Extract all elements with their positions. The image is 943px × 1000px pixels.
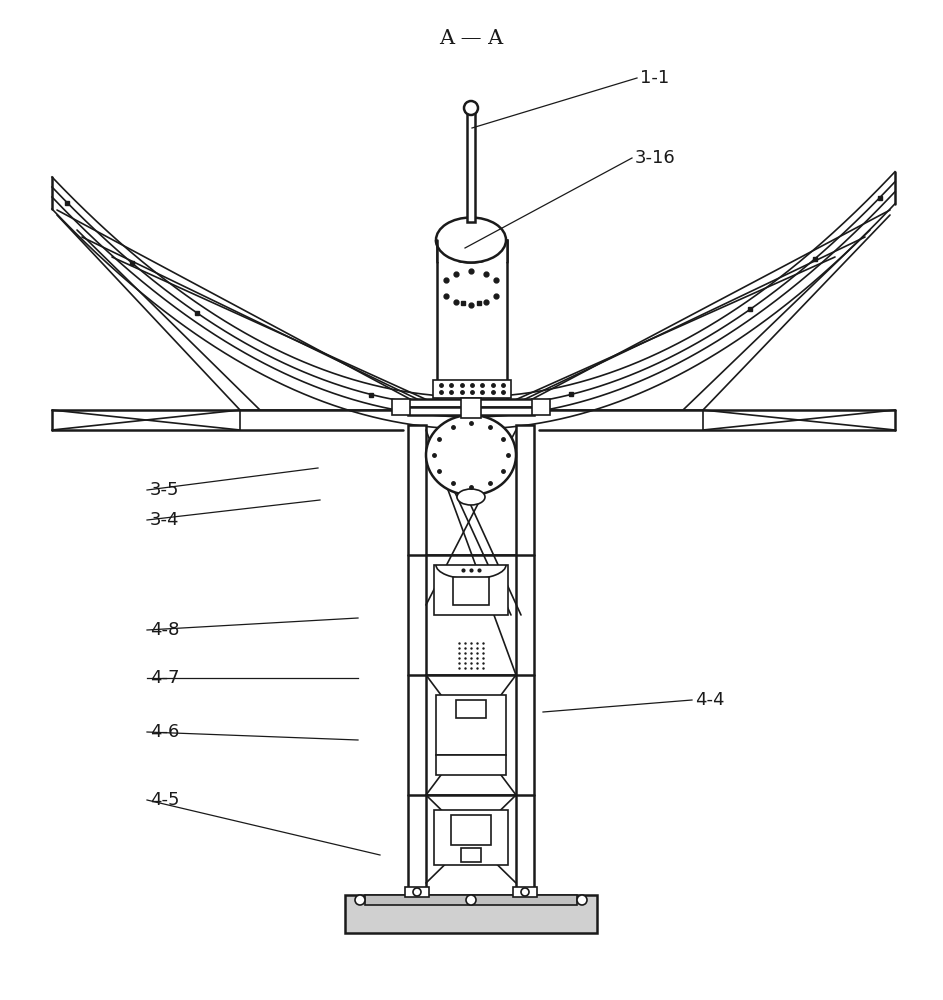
Text: 1-1: 1-1 (640, 69, 670, 87)
Bar (437, 240, 507, 410)
Text: 4-6: 4-6 (150, 723, 179, 741)
Text: 3-4: 3-4 (150, 511, 179, 529)
Ellipse shape (436, 218, 506, 262)
Bar (434, 810, 508, 865)
Bar (392, 399, 410, 415)
Circle shape (577, 895, 587, 905)
Bar (405, 887, 429, 897)
Text: 4-7: 4-7 (150, 669, 179, 687)
Bar (516, 425, 534, 888)
Circle shape (521, 888, 529, 896)
Bar (436, 695, 506, 755)
Bar (408, 399, 534, 407)
Ellipse shape (426, 415, 516, 495)
Circle shape (413, 888, 421, 896)
Text: 3-16: 3-16 (635, 149, 676, 167)
Bar (408, 407, 534, 415)
Bar (433, 380, 511, 398)
Bar (461, 398, 481, 418)
Bar (408, 425, 426, 888)
Bar (345, 895, 597, 933)
Ellipse shape (457, 489, 485, 505)
Bar (532, 399, 550, 415)
Bar (453, 577, 489, 605)
Text: 4-8: 4-8 (150, 621, 179, 639)
Bar (365, 895, 577, 905)
Bar (456, 700, 486, 718)
Circle shape (466, 895, 476, 905)
Text: 4-4: 4-4 (695, 691, 724, 709)
Text: 3-5: 3-5 (150, 481, 179, 499)
Circle shape (464, 101, 478, 115)
Text: 4-5: 4-5 (150, 791, 179, 809)
Bar (461, 848, 481, 862)
Bar (436, 755, 506, 775)
Text: A — A: A — A (438, 28, 504, 47)
Bar (467, 110, 475, 222)
Bar (437, 240, 507, 262)
Bar (451, 815, 491, 845)
Bar (434, 565, 508, 615)
Bar (513, 887, 537, 897)
Circle shape (355, 895, 365, 905)
